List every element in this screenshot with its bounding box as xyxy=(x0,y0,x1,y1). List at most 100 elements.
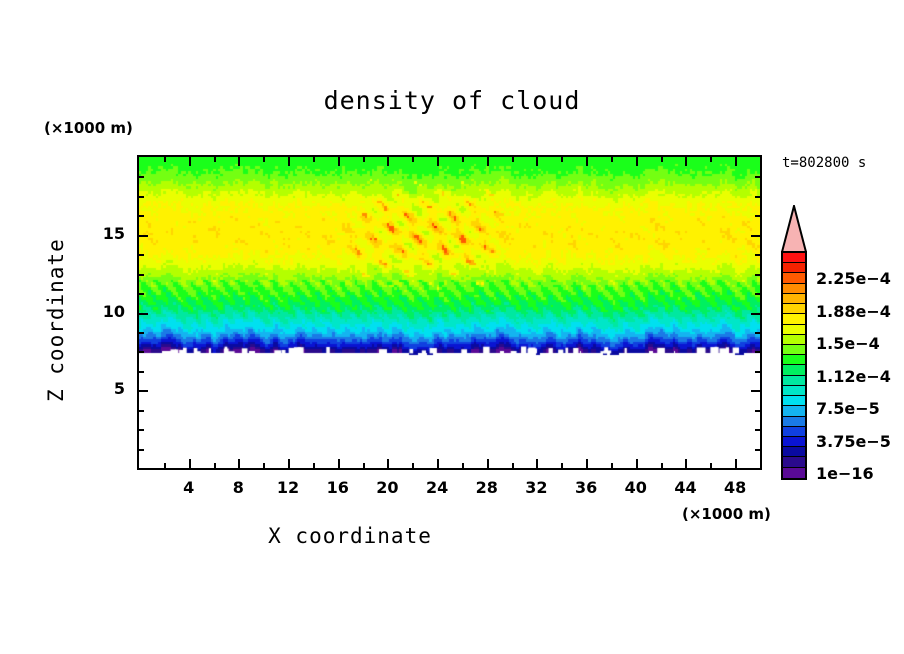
x-tick-40 xyxy=(636,459,638,468)
x-tick-top-18 xyxy=(363,157,365,162)
colorbar-band-18 xyxy=(783,436,805,448)
x-tick-top-32 xyxy=(536,157,538,166)
x-axis-unit-label: (×1000 m) xyxy=(682,505,771,523)
colorbar-band-11 xyxy=(783,365,805,376)
x-tick-4 xyxy=(189,459,191,468)
y-tick-6.25 xyxy=(139,371,144,373)
x-tick-label-12: 12 xyxy=(276,478,300,497)
y-tick-right-5 xyxy=(751,390,760,392)
x-tick-top-48 xyxy=(735,157,737,166)
x-tick-34 xyxy=(561,463,563,468)
x-tick-14 xyxy=(313,463,315,468)
x-tick-10 xyxy=(263,463,265,468)
x-tick-top-10 xyxy=(263,157,265,162)
x-tick-label-40: 40 xyxy=(624,478,647,497)
x-tick-28 xyxy=(487,459,489,468)
colorbar-bands xyxy=(781,251,807,480)
x-tick-24 xyxy=(437,459,439,468)
y-tick-16.25 xyxy=(139,215,144,217)
y-tick-right-13.75 xyxy=(755,254,760,256)
x-tick-42 xyxy=(661,463,663,468)
x-tick-44 xyxy=(685,459,687,468)
y-tick-15 xyxy=(139,235,148,237)
colorbar[interactable] xyxy=(781,205,807,480)
x-tick-label-48: 48 xyxy=(724,478,747,497)
x-tick-top-2 xyxy=(164,157,166,162)
colorbar-band-5 xyxy=(783,304,805,315)
y-tick-right-16.25 xyxy=(755,215,760,217)
x-tick-top-26 xyxy=(462,157,464,162)
x-tick-16 xyxy=(338,459,340,468)
y-tick-right-3.75 xyxy=(755,410,760,412)
timestamp-annotation: t=802800 s xyxy=(782,155,867,171)
x-tick-6 xyxy=(214,463,216,468)
colorbar-band-3 xyxy=(783,283,805,294)
colorbar-band-17 xyxy=(783,426,805,437)
plot-area[interactable] xyxy=(137,155,762,470)
x-tick-label-20: 20 xyxy=(376,478,399,497)
x-tick-label-44: 44 xyxy=(674,478,697,497)
y-tick-11.25 xyxy=(139,293,144,295)
x-tick-top-40 xyxy=(636,157,638,166)
colorbar-band-8 xyxy=(783,334,805,345)
y-tick-label-15: 15 xyxy=(102,223,125,243)
colorbar-label-6: 1e−16 xyxy=(816,464,874,483)
x-tick-32 xyxy=(536,459,538,468)
x-tick-top-16 xyxy=(338,157,340,166)
colorbar-band-14 xyxy=(783,396,805,407)
colorbar-band-20 xyxy=(783,457,805,468)
y-tick-right-17.5 xyxy=(755,196,760,198)
colorbar-band-9 xyxy=(783,344,805,356)
x-tick-48 xyxy=(735,459,737,468)
x-tick-top-24 xyxy=(437,157,439,166)
y-tick-right-18.75 xyxy=(755,176,760,178)
x-tick-top-42 xyxy=(661,157,663,162)
x-tick-30 xyxy=(512,463,514,468)
x-tick-38 xyxy=(611,463,613,468)
colorbar-band-10 xyxy=(783,355,805,366)
x-tick-top-36 xyxy=(586,157,588,166)
y-axis-unit-label: (×1000 m) xyxy=(44,119,133,137)
y-tick-right-7.5 xyxy=(755,351,760,353)
colorbar-band-1 xyxy=(783,263,805,274)
colorbar-band-13 xyxy=(783,385,805,397)
colorbar-band-0 xyxy=(783,253,805,264)
page-title: density of cloud xyxy=(323,86,581,115)
colorbar-label-4: 7.5e−5 xyxy=(816,399,880,418)
y-tick-right-11.25 xyxy=(755,293,760,295)
colorbar-band-7 xyxy=(783,324,805,335)
colorbar-label-1: 1.88e−4 xyxy=(816,302,891,321)
y-tick-right-2.5 xyxy=(755,429,760,431)
colorbar-label-2: 1.5e−4 xyxy=(816,334,880,353)
x-tick-label-16: 16 xyxy=(326,478,349,497)
x-tick-top-14 xyxy=(313,157,315,162)
y-tick-8.75 xyxy=(139,332,144,334)
x-tick-50 xyxy=(760,463,762,468)
x-tick-top-38 xyxy=(611,157,613,162)
colorbar-label-3: 1.12e−4 xyxy=(816,367,891,386)
x-tick-label-24: 24 xyxy=(425,478,449,497)
y-tick-13.75 xyxy=(139,254,144,256)
x-tick-26 xyxy=(462,463,464,468)
x-tick-top-20 xyxy=(387,157,389,166)
y-tick-right-8.75 xyxy=(755,332,760,334)
colorbar-band-15 xyxy=(783,406,805,417)
contour-field-canvas xyxy=(139,157,760,468)
y-tick-10 xyxy=(139,313,148,315)
colorbar-overflow-arrow-icon xyxy=(781,205,807,253)
colorbar-band-4 xyxy=(783,293,805,305)
x-tick-top-8 xyxy=(238,157,240,166)
y-tick-17.5 xyxy=(139,196,144,198)
x-tick-top-44 xyxy=(685,157,687,166)
colorbar-band-16 xyxy=(783,416,805,427)
y-tick-right-6.25 xyxy=(755,371,760,373)
x-tick-top-46 xyxy=(710,157,712,162)
x-tick-label-4: 4 xyxy=(183,478,195,497)
x-axis-title: X coordinate xyxy=(268,524,432,548)
colorbar-band-19 xyxy=(783,447,805,458)
y-tick-3.75 xyxy=(139,410,144,412)
y-tick-2.5 xyxy=(139,429,144,431)
y-tick-right-12.5 xyxy=(755,274,760,276)
colorbar-label-0: 2.25e−4 xyxy=(816,269,891,288)
